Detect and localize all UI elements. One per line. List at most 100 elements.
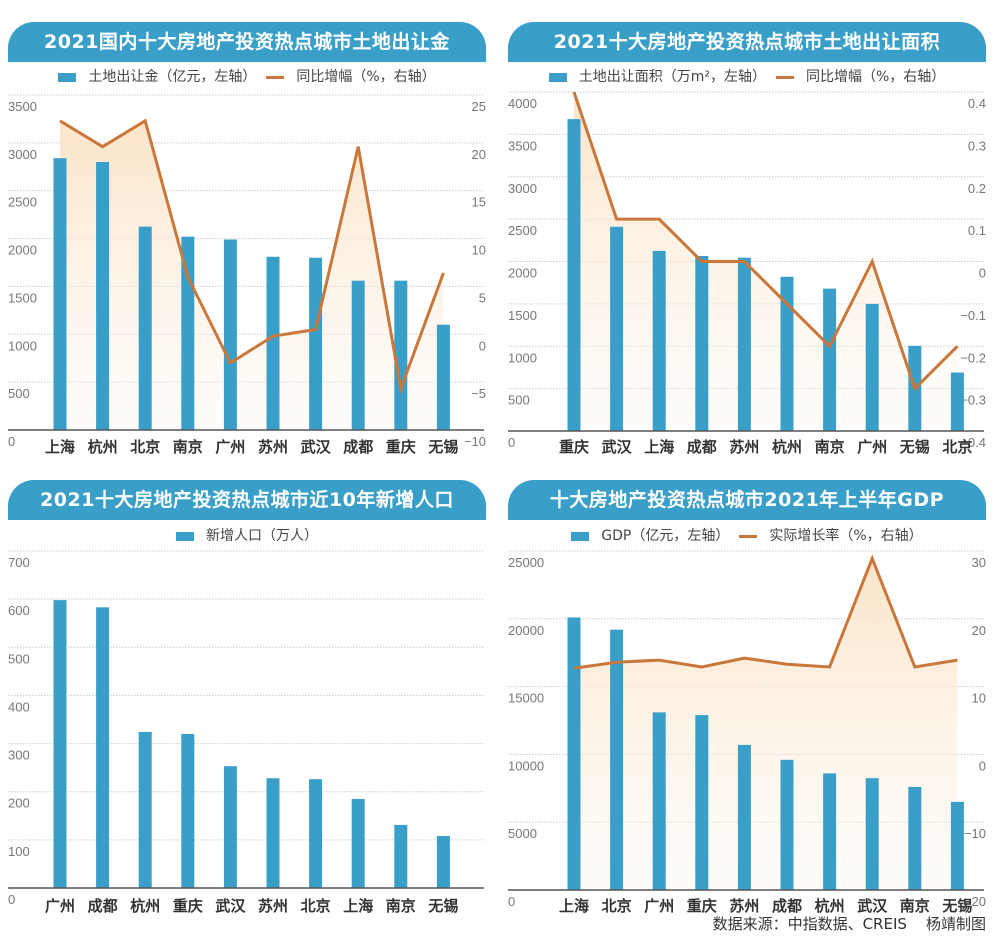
x-category-label: 广州 (644, 897, 674, 915)
y-tick-label-left: 1500 (8, 290, 37, 305)
x-category-label: 北京 (942, 438, 972, 456)
source-credit: 数据来源：中指数据、CREIS (712, 915, 907, 933)
y-tick-label-right: 0 (479, 338, 486, 353)
bar (266, 256, 280, 430)
x-category-label: 南京 (386, 897, 416, 915)
y-tick-label-right: 10 (972, 691, 986, 706)
y-tick-label-left: 500 (8, 651, 30, 666)
footer: 数据来源：中指数据、CREIS 杨靖制图 (713, 913, 986, 934)
y-tick-label-left: 600 (8, 603, 30, 618)
x-category-label: 无锡 (899, 438, 930, 456)
chart-land-area: 0 500 1000 1500 2000 2500 3000 3500 4000 −0.4 −0.3… (508, 91, 986, 456)
y-tick-label-left: 300 (8, 748, 30, 763)
x-category-label: 上海 (559, 897, 589, 915)
bar (266, 778, 280, 888)
y-tick-label-right: −10 (464, 434, 486, 449)
x-category-label: 无锡 (427, 438, 458, 456)
bar (610, 629, 624, 890)
bar (695, 255, 709, 431)
bar (436, 324, 450, 430)
line-series (59, 118, 445, 395)
x-category-label: 杭州 (88, 438, 118, 456)
bar (351, 798, 365, 888)
y-tick-label-right: 15 (472, 195, 486, 210)
bar (823, 773, 837, 890)
y-tick-label-left: 200 (8, 796, 30, 811)
legend: 新增人口（万人） (8, 526, 486, 546)
bar (567, 119, 581, 432)
y-tick-label-left: 3500 (8, 99, 37, 114)
y-tick-label-right: 0 (979, 266, 986, 281)
legend-line-swatch (266, 75, 285, 79)
line-series (573, 554, 958, 670)
panel-title: 2021十大房地产投资热点城市近10年新增人口 (8, 480, 486, 520)
x-category-label: 苏州 (729, 438, 759, 456)
bar (780, 276, 794, 431)
y-tick-label-left: 2500 (8, 195, 37, 210)
chart-gdp: 0 5000 10000 15000 20000 25000 −20 −10 0 10 20 30 上海… (508, 550, 986, 915)
x-category-label: 重庆 (559, 438, 589, 456)
x-category-label: 广州 (215, 438, 245, 456)
bar (394, 280, 408, 430)
x-category-label: 上海 (644, 438, 674, 456)
y-tick-label-right: 25 (472, 99, 486, 114)
panel-title: 十大房地产投资热点城市2021年上半年GDP (508, 480, 986, 520)
legend-bar-swatch (176, 531, 194, 541)
y-tick-label-right: 20 (472, 147, 486, 162)
bar (652, 250, 666, 431)
x-category-label: 上海 (343, 897, 373, 915)
y-tick-label-left: 15000 (508, 691, 544, 706)
bar (223, 239, 237, 430)
y-tick-label-right: −20 (964, 894, 986, 909)
bar (53, 600, 67, 888)
y-tick-label-left: 700 (8, 555, 30, 570)
y-tick-label-left: 2000 (508, 266, 537, 281)
line-area-fill (574, 558, 958, 890)
legend-bar-label: GDP（亿元，左轴） (601, 528, 730, 544)
panel-title: 2021十大房地产投资热点城市土地出让面积 (508, 22, 986, 62)
x-category-label: 重庆 (687, 897, 717, 915)
legend-line-label: 实际增长率（%，右轴） (769, 528, 923, 544)
legend-bar-swatch (571, 531, 590, 541)
y-tick-label-right: 0 (979, 758, 986, 773)
chart-land-revenue: 0 500 1000 1500 2000 2500 3000 3500 −10 −5 0 5 10 15 2… (8, 94, 486, 456)
x-category-label: 南京 (815, 438, 845, 456)
bar (223, 766, 237, 888)
bar (138, 226, 152, 430)
x-category-label: 武汉 (215, 897, 246, 915)
bar (695, 715, 709, 890)
y-tick-label-left: 400 (8, 699, 30, 714)
x-category-label: 苏州 (729, 897, 759, 915)
bar (652, 712, 666, 890)
bar (53, 158, 67, 430)
y-tick-label-right: −0.4 (960, 435, 986, 450)
x-category-label: 重庆 (386, 438, 416, 456)
line-area-fill (574, 92, 958, 431)
y-tick-label-left: 5000 (508, 826, 537, 841)
legend-bar-label: 土地出让金（亿元，左轴） (88, 69, 257, 85)
bar (181, 733, 195, 888)
y-tick-label-left: 0 (508, 435, 515, 450)
y-tick-label-left: 100 (8, 844, 30, 859)
x-category-label: 北京 (602, 897, 632, 915)
y-tick-label-left: 25000 (508, 555, 544, 570)
y-tick-label-right: 30 (972, 555, 986, 570)
legend: GDP（亿元，左轴） 实际增长率（%，右轴） (508, 526, 986, 546)
x-category-label: 杭州 (772, 438, 802, 456)
y-tick-label-right: −0.2 (960, 350, 986, 365)
y-tick-label-left: 0 (508, 894, 515, 909)
y-tick-label-left: 3000 (508, 181, 537, 196)
legend: 土地出让金（亿元，左轴） 同比增幅（%，右轴） (8, 67, 486, 87)
legend-line-label: 同比增幅（%，右轴） (805, 69, 946, 85)
y-tick-label-left: 1500 (508, 308, 537, 323)
x-category-label: 成都 (772, 897, 802, 915)
x-category-label: 北京 (301, 897, 331, 915)
y-tick-label-left: 20000 (508, 623, 544, 638)
bar (567, 617, 581, 890)
y-tick-label-left: 3000 (8, 147, 37, 162)
bar (96, 162, 110, 430)
x-category-label: 杭州 (815, 897, 845, 915)
x-category-label: 成都 (343, 438, 373, 456)
panel-title: 2021国内十大房地产投资热点城市土地出让金 (8, 22, 486, 62)
bar (865, 778, 879, 890)
